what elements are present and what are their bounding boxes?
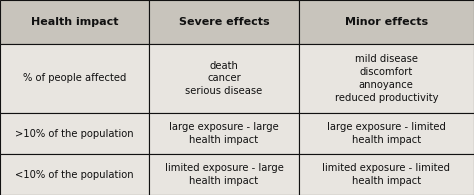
Text: Severe effects: Severe effects	[179, 17, 269, 27]
Text: % of people affected: % of people affected	[23, 74, 127, 83]
Text: large exposure - limited
health impact: large exposure - limited health impact	[327, 122, 446, 145]
Bar	[299, 44, 474, 113]
Bar	[0, 44, 149, 113]
Bar	[149, 113, 299, 154]
Bar	[149, 44, 299, 113]
Text: Health impact: Health impact	[31, 17, 118, 27]
Bar	[149, 154, 299, 195]
Text: mild disease
discomfort
annoyance
reduced productivity: mild disease discomfort annoyance reduce…	[335, 54, 438, 103]
Text: Minor effects: Minor effects	[345, 17, 428, 27]
Text: death
cancer
serious disease: death cancer serious disease	[185, 61, 263, 96]
Text: large exposure - large
health impact: large exposure - large health impact	[169, 122, 279, 145]
Bar	[149, 0, 299, 44]
Bar	[0, 113, 149, 154]
Bar	[0, 0, 149, 44]
Text: <10% of the population: <10% of the population	[15, 169, 134, 180]
Text: >10% of the population: >10% of the population	[15, 129, 134, 139]
Text: limited exposure - limited
health impact: limited exposure - limited health impact	[322, 163, 450, 186]
Bar	[299, 113, 474, 154]
Bar	[299, 154, 474, 195]
Bar	[299, 0, 474, 44]
Bar	[0, 154, 149, 195]
Text: limited exposure - large
health impact: limited exposure - large health impact	[164, 163, 283, 186]
